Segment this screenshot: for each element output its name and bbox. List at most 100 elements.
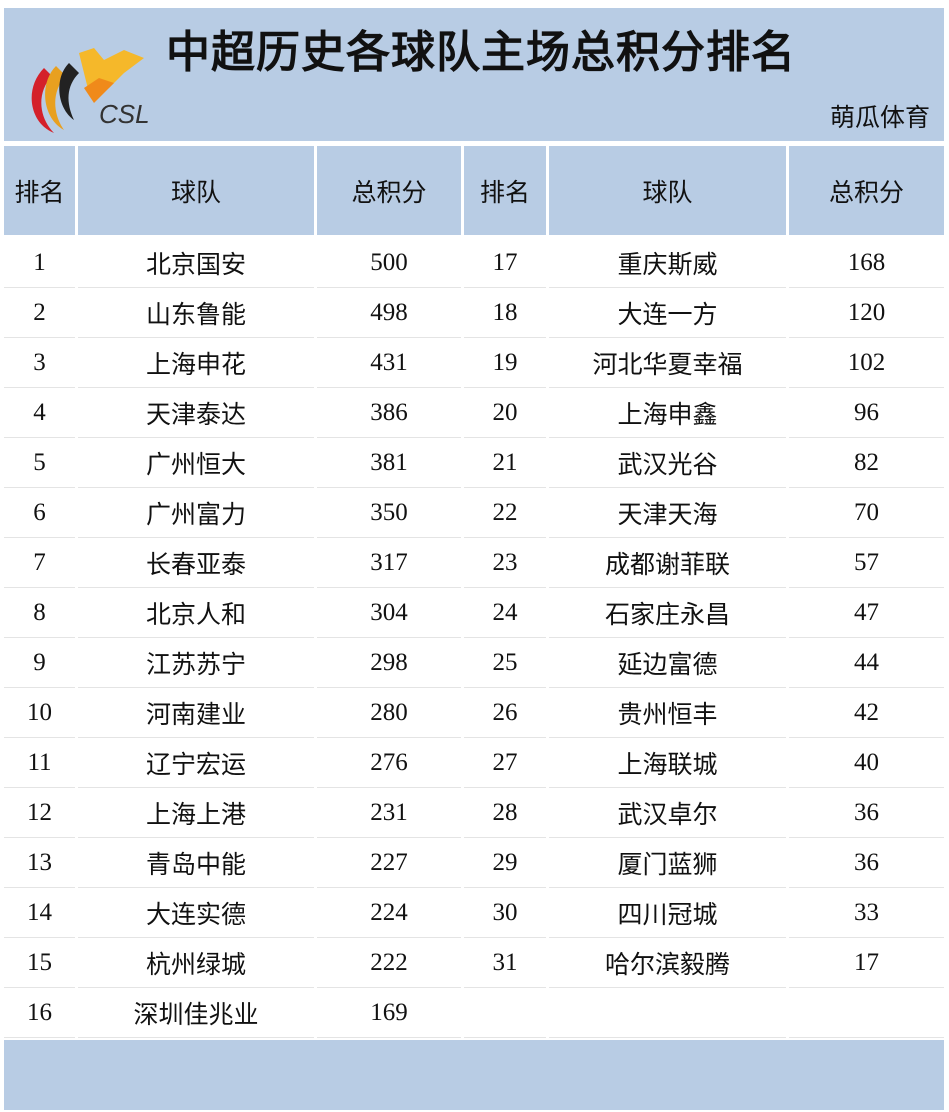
team-cell: 武汉卓尔 xyxy=(549,788,786,838)
team-cell: 河北华夏幸福 xyxy=(549,338,786,388)
team-cell: 大连实德 xyxy=(78,888,314,938)
rank-cell: 13 xyxy=(4,838,75,888)
team-cell: 江苏苏宁 xyxy=(78,638,314,688)
rank-cell: 3 xyxy=(4,338,75,388)
points-cell: 280 xyxy=(317,688,461,738)
points-cell: 227 xyxy=(317,838,461,888)
points-cell: 498 xyxy=(317,288,461,338)
col-header-team-2: 球队 xyxy=(549,146,786,235)
col-header-points-2: 总积分 xyxy=(789,146,944,235)
rank-cell: 22 xyxy=(464,488,546,538)
points-cell: 96 xyxy=(789,388,944,438)
rank-cell: 14 xyxy=(4,888,75,938)
points-cell: 42 xyxy=(789,688,944,738)
points-cell: 33 xyxy=(789,888,944,938)
team-cell: 厦门蓝狮 xyxy=(549,838,786,888)
csl-logo: CSL xyxy=(31,48,150,133)
team-cell: 长春亚泰 xyxy=(78,538,314,588)
team-cell: 辽宁宏运 xyxy=(78,738,314,788)
points-cell: 168 xyxy=(789,238,944,288)
rank-cell: 18 xyxy=(464,288,546,338)
rank-cell: 19 xyxy=(464,338,546,388)
rank-cell: 17 xyxy=(464,238,546,288)
team-cell: 杭州绿城 xyxy=(78,938,314,988)
points-cell: 317 xyxy=(317,538,461,588)
team-cell: 上海申花 xyxy=(78,338,314,388)
rank-cell: 30 xyxy=(464,888,546,938)
points-cell: 350 xyxy=(317,488,461,538)
team-cell: 四川冠城 xyxy=(549,888,786,938)
team-cell: 上海上港 xyxy=(78,788,314,838)
points-cell: 222 xyxy=(317,938,461,988)
rank-cell: 9 xyxy=(4,638,75,688)
points-cell: 120 xyxy=(789,288,944,338)
rank-cell: 2 xyxy=(4,288,75,338)
points-cell: 47 xyxy=(789,588,944,638)
team-cell: 天津泰达 xyxy=(78,388,314,438)
team-cell: 青岛中能 xyxy=(78,838,314,888)
rank-cell: 21 xyxy=(464,438,546,488)
col-header-rank: 排名 xyxy=(4,146,75,235)
team-cell: 广州富力 xyxy=(78,488,314,538)
points-cell: 431 xyxy=(317,338,461,388)
rank-cell: 31 xyxy=(464,938,546,988)
team-cell: 北京人和 xyxy=(78,588,314,638)
col-header-team: 球队 xyxy=(78,146,314,235)
team-cell: 哈尔滨毅腾 xyxy=(549,938,786,988)
rank-cell: 5 xyxy=(4,438,75,488)
rank-cell: 10 xyxy=(4,688,75,738)
points-cell: 304 xyxy=(317,588,461,638)
rank-cell: 8 xyxy=(4,588,75,638)
points-cell: 386 xyxy=(317,388,461,438)
points-cell: 224 xyxy=(317,888,461,938)
rank-cell: 20 xyxy=(464,388,546,438)
rank-cell: 25 xyxy=(464,638,546,688)
team-cell: 重庆斯威 xyxy=(549,238,786,288)
brand-label: 萌瓜体育 xyxy=(829,105,930,132)
rank-cell xyxy=(464,988,546,1038)
team-cell: 大连一方 xyxy=(549,288,786,338)
points-cell: 500 xyxy=(317,238,461,288)
team-cell: 武汉光谷 xyxy=(549,438,786,488)
points-cell: 276 xyxy=(317,738,461,788)
header-banner: CSL 中超历史各球队主场总积分排名 萌瓜体育 xyxy=(4,8,944,141)
team-cell: 河南建业 xyxy=(78,688,314,738)
points-cell: 17 xyxy=(789,938,944,988)
points-cell: 82 xyxy=(789,438,944,488)
points-cell: 44 xyxy=(789,638,944,688)
rank-cell: 16 xyxy=(4,988,75,1038)
team-cell: 延边富德 xyxy=(549,638,786,688)
col-header-points: 总积分 xyxy=(317,146,461,235)
points-cell: 231 xyxy=(317,788,461,838)
team-cell: 上海联城 xyxy=(549,738,786,788)
team-cell: 山东鲁能 xyxy=(78,288,314,338)
rank-cell: 6 xyxy=(4,488,75,538)
rank-cell: 29 xyxy=(464,838,546,888)
rank-cell: 1 xyxy=(4,238,75,288)
team-cell: 上海申鑫 xyxy=(549,388,786,438)
rank-cell: 15 xyxy=(4,938,75,988)
rank-cell: 26 xyxy=(464,688,546,738)
rank-cell: 23 xyxy=(464,538,546,588)
points-cell: 70 xyxy=(789,488,944,538)
team-cell: 广州恒大 xyxy=(78,438,314,488)
rank-cell: 28 xyxy=(464,788,546,838)
team-cell: 深圳佳兆业 xyxy=(78,988,314,1038)
points-cell: 40 xyxy=(789,738,944,788)
points-cell: 102 xyxy=(789,338,944,388)
rank-cell: 11 xyxy=(4,738,75,788)
team-cell: 成都谢菲联 xyxy=(549,538,786,588)
team-cell: 贵州恒丰 xyxy=(549,688,786,738)
rank-cell: 4 xyxy=(4,388,75,438)
points-cell: 298 xyxy=(317,638,461,688)
rank-cell: 12 xyxy=(4,788,75,838)
ranking-table: 排名 球队 总积分 排名 球队 总积分 1 北京国安 500 17 重庆斯威 168 2 山东… xyxy=(4,146,944,1038)
points-cell: 36 xyxy=(789,788,944,838)
points-cell: 169 xyxy=(317,988,461,1038)
rank-cell: 24 xyxy=(464,588,546,638)
points-cell: 57 xyxy=(789,538,944,588)
points-cell: 381 xyxy=(317,438,461,488)
svg-text:CSL: CSL xyxy=(99,99,150,129)
points-cell: 36 xyxy=(789,838,944,888)
col-header-rank-2: 排名 xyxy=(464,146,546,235)
